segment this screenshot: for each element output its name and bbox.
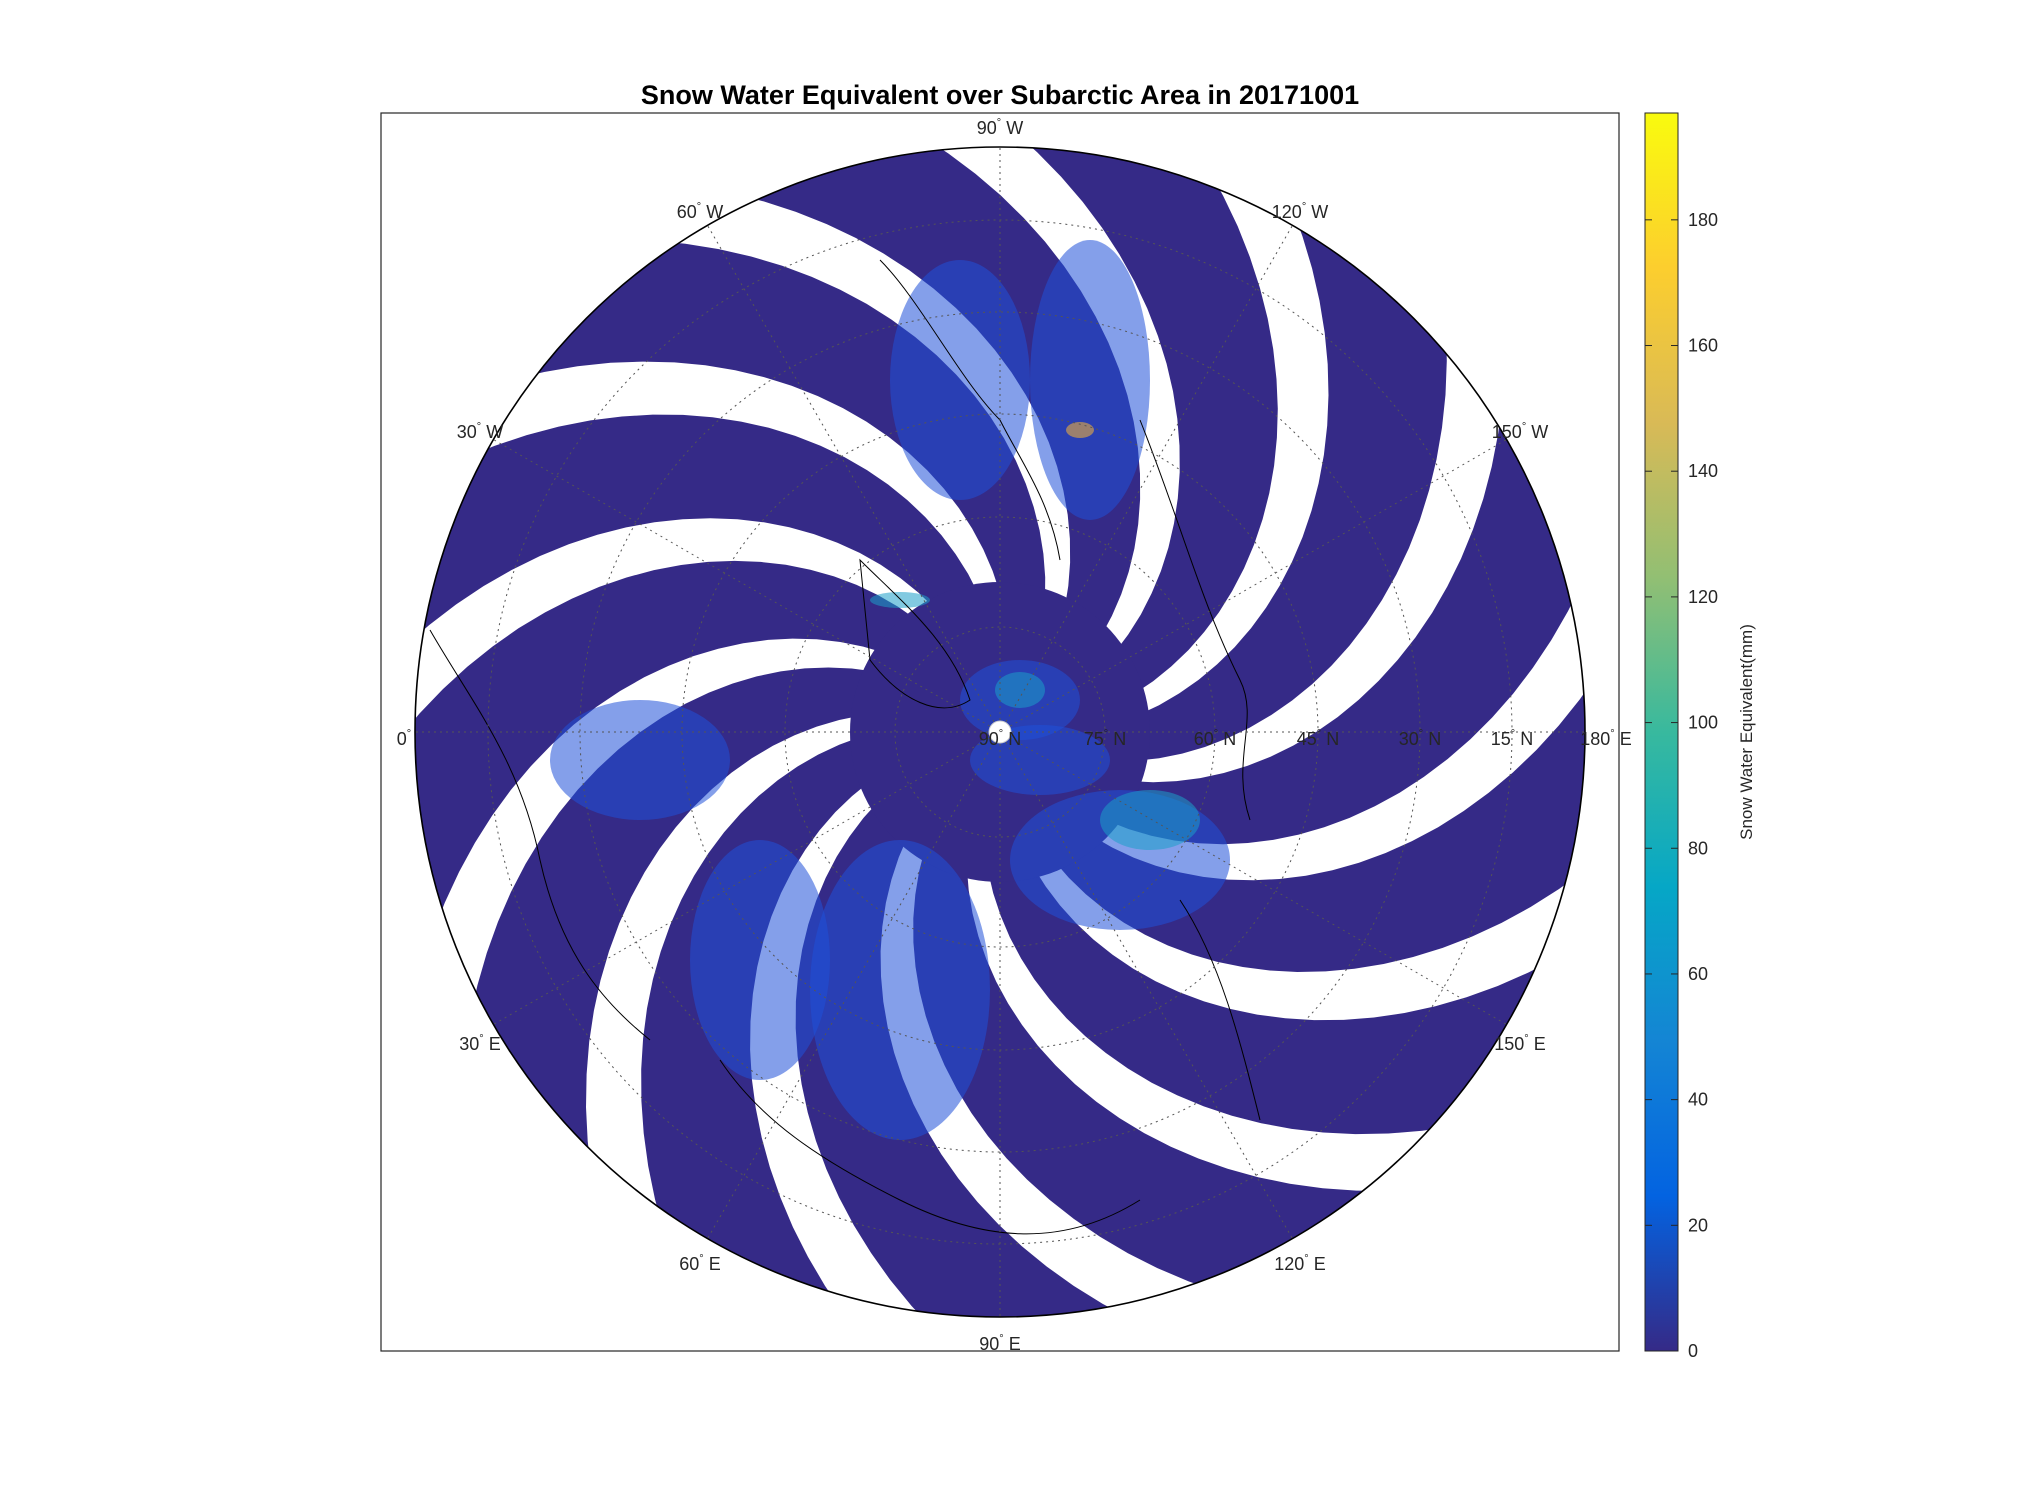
colorbar-tick-label: 60 xyxy=(1688,964,1708,984)
colorbar-tick-label: 20 xyxy=(1688,1215,1708,1235)
latitude-labels: 90° N 75° N 60° N 45° N 30° N 15° N xyxy=(979,728,1533,749)
lon-label-30e: 30° E xyxy=(459,1033,500,1054)
meridian-line xyxy=(707,225,1001,733)
lon-label-90e: 90° E xyxy=(979,1333,1020,1354)
lat-label-45n: 45° N xyxy=(1297,728,1339,749)
coastlines xyxy=(429,259,1261,1235)
coastline xyxy=(1139,419,1251,821)
snow-patch xyxy=(970,725,1110,795)
meridian-line xyxy=(999,225,1293,733)
colorbar-label: Snow Water Equivalent(mm) xyxy=(1737,624,1756,840)
meridian-line xyxy=(999,731,1293,1239)
meridian-line xyxy=(493,439,1001,733)
snow-patch xyxy=(995,672,1045,708)
colorbar-tick-label: 0 xyxy=(1688,1341,1698,1361)
colorbar-tick-label: 140 xyxy=(1688,461,1718,481)
colorbar: 0 20 40 60 80 100 120 140 160 180 Snow Water Equi… xyxy=(1644,112,1756,1361)
snow-patch xyxy=(550,700,730,820)
meridian-line xyxy=(493,731,1001,1025)
lon-label-30w: 30° W xyxy=(457,421,503,442)
latitude-circle xyxy=(894,626,1106,838)
colorbar-bar xyxy=(1644,112,1679,1352)
lon-label-150w: 150° W xyxy=(1492,421,1548,442)
longitude-labels: 90° W 120° W 60° W 150° W 30° W 0° 180° … xyxy=(397,117,1632,1354)
swath-band xyxy=(415,414,994,673)
lon-label-120w: 120° W xyxy=(1272,201,1328,222)
lon-label-120e: 120° E xyxy=(1274,1253,1325,1274)
swath-band xyxy=(983,825,1585,1135)
pole-hole xyxy=(988,720,1012,744)
lon-label-60e: 60° E xyxy=(679,1253,720,1274)
swath-band xyxy=(983,147,1278,715)
lon-label-0: 0° xyxy=(397,728,411,749)
snow-patch xyxy=(690,840,830,1080)
swath-band xyxy=(795,771,1166,1317)
colorbar-tick-label: 180 xyxy=(1688,210,1718,230)
swath-band xyxy=(695,147,1141,674)
coastline xyxy=(859,558,971,709)
lat-label-75n: 75° N xyxy=(1084,728,1126,749)
swath-band xyxy=(913,807,1427,1303)
figure-title: Snow Water Equivalent over Subarctic Are… xyxy=(641,80,1359,110)
colorbar-tick-label: 40 xyxy=(1688,1090,1708,1110)
meridian-line xyxy=(999,439,1507,733)
snow-cover-patches xyxy=(550,240,1230,1140)
latitude-circle xyxy=(784,516,1216,948)
snow-patch xyxy=(870,592,930,608)
swath-band xyxy=(1067,363,1585,845)
meridian-line xyxy=(999,731,1507,1025)
colorbar-tick-label: 80 xyxy=(1688,838,1708,858)
snow-patch xyxy=(890,260,1030,500)
lat-label-30n: 30° N xyxy=(1399,728,1441,749)
snow-patch xyxy=(1030,240,1150,520)
lon-label-90w: 90° W xyxy=(977,117,1023,138)
lat-label-15n: 15° N xyxy=(1491,728,1533,749)
swath-band xyxy=(1090,171,1447,762)
snow-patch xyxy=(810,840,990,1140)
lat-label-60n: 60° N xyxy=(1194,728,1236,749)
map-frame xyxy=(414,146,1586,1318)
snow-patch xyxy=(1100,790,1200,850)
colorbar-tick-label: 100 xyxy=(1688,713,1718,733)
coastline xyxy=(1179,899,1261,1121)
lat-label-90n: 90° N xyxy=(979,728,1021,749)
colorbar-tick-label: 160 xyxy=(1688,336,1718,356)
graticule xyxy=(415,147,1585,1317)
lon-label-60w: 60° W xyxy=(677,201,723,222)
colorbar-tick-label: 120 xyxy=(1688,587,1718,607)
coastline xyxy=(719,1059,1141,1235)
swath-band xyxy=(415,560,951,969)
coastline xyxy=(429,629,651,1041)
meridian-line xyxy=(707,731,1001,1239)
colorbar-ticks: 0 20 40 60 80 100 120 140 160 180 xyxy=(1645,210,1718,1361)
map-axes-box xyxy=(380,112,1620,1352)
map-disk xyxy=(415,147,1585,1317)
lon-label-150e: 150° E xyxy=(1494,1033,1545,1054)
lon-label-180e: 180° E xyxy=(1580,728,1631,749)
